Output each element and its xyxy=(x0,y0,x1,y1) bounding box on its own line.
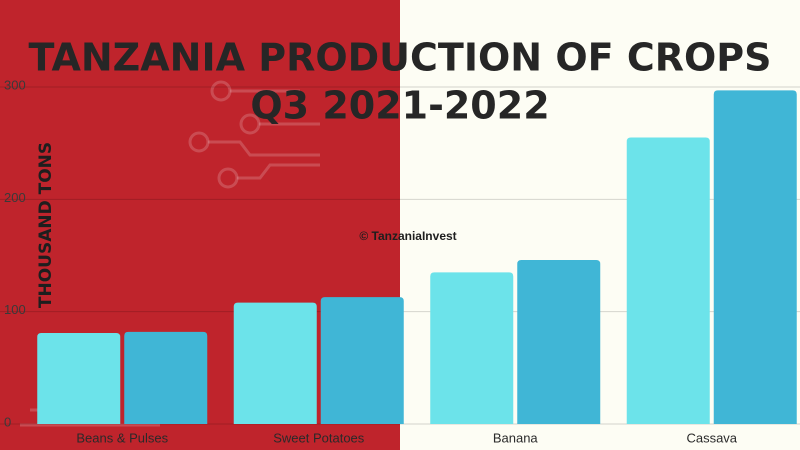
y-tick-label: 300 xyxy=(4,77,26,92)
y-axis-label: THOUSAND TONS xyxy=(36,142,56,308)
bar xyxy=(517,259,601,424)
y-tick-label: 200 xyxy=(4,190,26,205)
bar xyxy=(37,333,121,424)
bar xyxy=(713,90,797,425)
bar xyxy=(430,272,514,424)
chart-subtitle: Q3 2021-2022 xyxy=(250,84,549,128)
watermark: © TanzaniaInvest xyxy=(359,229,456,243)
bar xyxy=(626,137,710,425)
y-tick-label: 100 xyxy=(4,302,26,317)
bar xyxy=(233,302,317,424)
y-tick-label: 0 xyxy=(4,414,11,429)
x-tick-label: Beans & Pulses xyxy=(76,430,168,445)
x-tick-label: Cassava xyxy=(686,430,737,445)
chart-title: TANZANIA PRODUCTION OF CROPS xyxy=(29,36,772,80)
bar xyxy=(124,331,208,424)
bar xyxy=(320,297,404,424)
x-tick-label: Banana xyxy=(493,430,539,445)
x-tick-label: Sweet Potatoes xyxy=(273,430,365,445)
